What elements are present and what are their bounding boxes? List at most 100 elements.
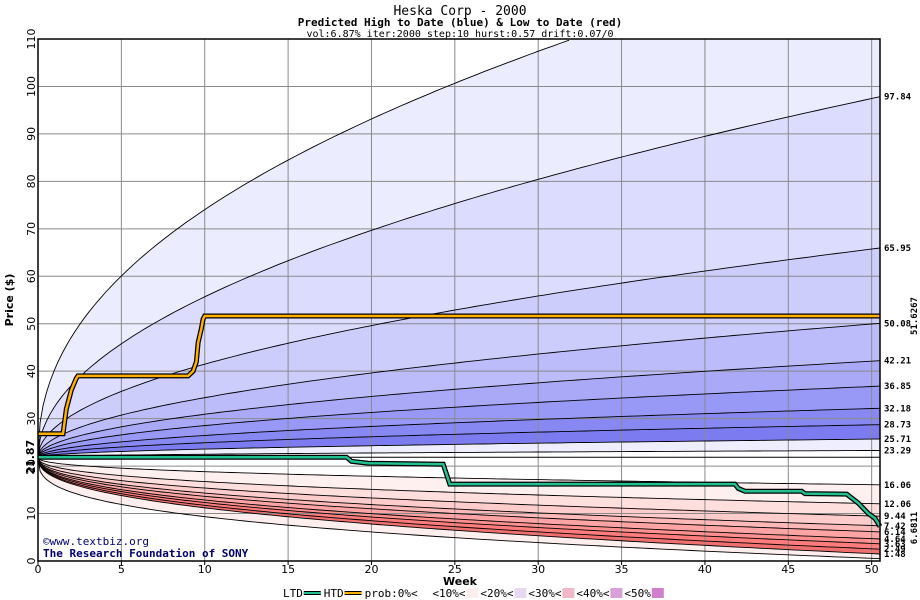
quantile-line xyxy=(37,457,881,545)
low-band-2 xyxy=(38,457,880,526)
quantile-line xyxy=(37,96,881,458)
x-tick-label: 0 xyxy=(35,563,42,576)
credit-org: The Research Foundation of SONY xyxy=(43,547,249,560)
y-tick-label: 0 xyxy=(25,558,38,565)
quantile-line xyxy=(37,385,881,458)
start-price-label: 21.87 xyxy=(24,440,37,475)
y-tick-label: 60 xyxy=(25,269,38,283)
high-quantile-label: 25.71 xyxy=(884,435,911,445)
quantile-line xyxy=(37,457,881,533)
probability-bands xyxy=(38,39,880,559)
y-tick-label: 30 xyxy=(25,412,38,426)
high-band-1 xyxy=(38,96,880,458)
low-quantile-label: 4.64 xyxy=(884,535,906,545)
low-quantile-label: 6.14 xyxy=(884,528,906,538)
x-tick-label: 45 xyxy=(781,563,795,576)
axes xyxy=(37,38,881,562)
y-tick-label: 40 xyxy=(25,364,38,378)
x-tick-label: 25 xyxy=(448,563,462,576)
quantile-line xyxy=(37,438,881,458)
y-tick-label: 100 xyxy=(25,76,38,97)
high-quantile-label: 97.84 xyxy=(884,93,912,103)
axis-labels: 0 5 10 15 20 25 30 35 40 45 50 0 10 20 30 40 50 60 70 80 90 1… xyxy=(24,29,920,577)
low-quantile-label: 9.44 xyxy=(884,512,906,522)
x-tick-label: 50 xyxy=(865,563,879,576)
high-quantile-label: 42.21 xyxy=(884,357,911,367)
high-band-3 xyxy=(38,323,880,458)
high-quantile-label: 32.18 xyxy=(884,404,911,414)
legend-label: prob:0%< xyxy=(365,587,418,600)
chart-subtitle: Predicted High to Date (blue) & Low to D… xyxy=(298,16,623,29)
legend-swatch xyxy=(514,588,527,598)
quantile-line xyxy=(37,457,881,555)
high-quantile-label: 50.08 xyxy=(884,319,911,329)
low-band-4 xyxy=(38,457,880,539)
legend-label: HTD xyxy=(324,587,344,600)
high-band-0 xyxy=(38,39,880,458)
quantile-line xyxy=(37,247,881,458)
quantile-line xyxy=(37,457,881,540)
low-band-3 xyxy=(38,457,880,532)
htd-line xyxy=(38,314,880,436)
x-tick-label: 35 xyxy=(615,563,629,576)
high-band-6 xyxy=(38,408,880,458)
y-axis-label: Price ($) xyxy=(3,274,16,327)
plot-frame xyxy=(37,38,881,562)
legend-swatch xyxy=(610,588,623,598)
credit-url: ©www.textbiz.org xyxy=(43,535,149,548)
high-band-7 xyxy=(38,424,880,458)
x-tick-label: 30 xyxy=(531,563,545,576)
ltd-line xyxy=(38,455,882,528)
quantile-line xyxy=(37,39,570,458)
chart-params: vol:6.87% iter:2000 step:10 hurst:0.57 d… xyxy=(306,29,613,40)
quantile-line xyxy=(37,322,881,458)
legend: LTD HTD prob:0%< <10%< <20%< <30%< <40%< <50% xyxy=(283,587,664,600)
legend-label: <10%< xyxy=(432,587,465,600)
quantile-line xyxy=(37,457,881,560)
htd-end-label: 51.6267 xyxy=(910,297,920,335)
x-tick-label: 15 xyxy=(281,563,295,576)
low-quantile-label: 12.06 xyxy=(884,500,911,510)
high-quantile-label: 36.85 xyxy=(884,382,911,392)
quantile-line xyxy=(37,360,881,458)
high-quantile-label: 28.73 xyxy=(884,421,911,431)
quantile-line xyxy=(37,424,881,458)
x-axis-label: Week xyxy=(443,575,478,588)
legend-label: LTD xyxy=(283,587,303,600)
chart-title: Heska Corp - 2000 xyxy=(393,4,526,19)
low-quantile-label: 3.63 xyxy=(884,540,906,550)
legend-label: <20%< xyxy=(480,587,513,600)
low-band-1 xyxy=(38,457,880,517)
high-quantile-label: 23.29 xyxy=(884,446,911,456)
quantile-line xyxy=(37,407,881,458)
legend-label: <50% xyxy=(624,587,651,600)
y-tick-label: 110 xyxy=(25,29,38,50)
low-quantile-label: 1.48 xyxy=(884,550,906,560)
y-tick-label: 90 xyxy=(25,127,38,141)
quantile-line xyxy=(37,457,881,527)
quantile-line xyxy=(37,457,881,550)
legend-swatch xyxy=(651,588,664,598)
low-quantile-label: 2.49 xyxy=(884,545,906,555)
low-band-6 xyxy=(38,457,880,550)
legend-label: <30%< xyxy=(528,587,561,600)
quantile-line xyxy=(37,457,881,505)
y-tick-label: 10 xyxy=(25,507,38,521)
x-tick-label: 40 xyxy=(698,563,712,576)
series-lines xyxy=(38,313,883,528)
low-quantile-label: 16.06 xyxy=(884,481,911,491)
high-band-2 xyxy=(38,248,880,458)
x-tick-label: 5 xyxy=(118,563,125,576)
high-quantile-label: 65.95 xyxy=(884,244,911,254)
y-tick-label: 80 xyxy=(25,174,38,188)
quantile-line xyxy=(37,457,881,517)
high-band-4 xyxy=(38,360,880,458)
legend-swatch xyxy=(562,588,575,598)
y-tick-label: 50 xyxy=(25,317,38,331)
legend-swatch xyxy=(418,588,431,598)
high-band-8 xyxy=(38,439,880,458)
legend-label: <40%< xyxy=(576,587,609,600)
high-band-5 xyxy=(38,386,880,458)
legend-swatch xyxy=(466,588,479,598)
